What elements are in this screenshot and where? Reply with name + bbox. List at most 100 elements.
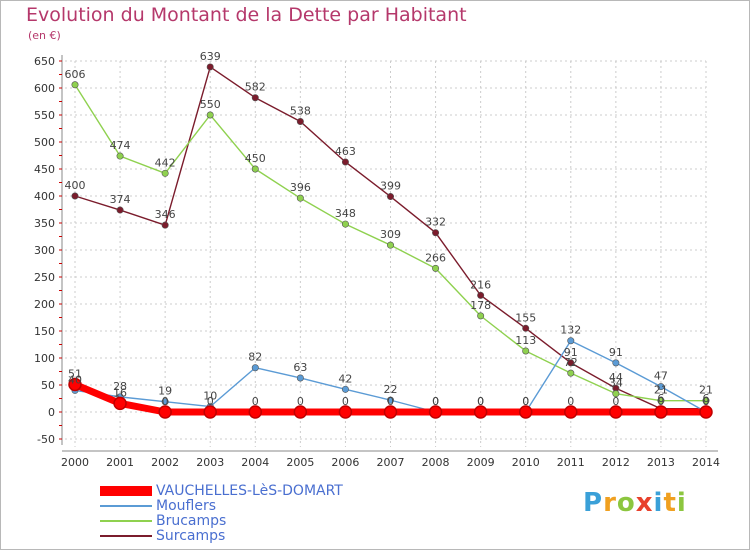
y-tick-label: 500 xyxy=(34,136,55,149)
legend-label: Brucamps xyxy=(156,513,227,529)
data-point-3 xyxy=(386,193,394,201)
data-label: 0 xyxy=(387,395,394,408)
data-label: 132 xyxy=(560,324,581,337)
data-label: 0 xyxy=(162,395,169,408)
data-label: 21 xyxy=(654,384,668,397)
data-point-3 xyxy=(432,229,440,237)
data-point-0 xyxy=(699,405,713,419)
data-label: 639 xyxy=(200,50,221,63)
data-point-2 xyxy=(657,397,665,405)
data-point-0 xyxy=(564,405,578,419)
x-tick-label: 2003 xyxy=(196,456,224,469)
y-tick-label: 200 xyxy=(34,298,55,311)
data-label: 40 xyxy=(68,373,82,386)
legend-label: Surcamps xyxy=(156,528,226,544)
legend-label: VAUCHELLES-LèS-DOMART xyxy=(156,483,343,499)
y-tick-label: 100 xyxy=(34,352,55,365)
y-tick-label: 450 xyxy=(34,163,55,176)
data-label: 538 xyxy=(290,104,311,117)
x-tick-label: 2000 xyxy=(61,456,89,469)
y-tick-label: 300 xyxy=(34,244,55,257)
x-tick-label: 2011 xyxy=(557,456,585,469)
data-label: 266 xyxy=(425,251,446,264)
data-label: 346 xyxy=(155,208,176,221)
data-point-0 xyxy=(248,405,263,419)
data-label: 582 xyxy=(245,81,266,94)
data-point-1 xyxy=(251,364,259,372)
data-label: 51 xyxy=(68,367,82,380)
data-point-3 xyxy=(206,63,214,71)
chart-subtitle: (en €) xyxy=(28,29,61,42)
data-point-3 xyxy=(341,158,349,166)
data-point-2 xyxy=(341,220,349,228)
data-point-1 xyxy=(341,385,349,393)
data-point-2 xyxy=(612,390,620,398)
data-point-1 xyxy=(386,396,394,404)
data-label: 6 xyxy=(703,392,710,405)
data-point-1 xyxy=(657,383,665,391)
data-label: 0 xyxy=(252,395,259,408)
y-tick-label: 250 xyxy=(34,271,55,284)
data-label: 21 xyxy=(699,384,713,397)
legend-swatch xyxy=(100,535,152,537)
y-tick-label: 650 xyxy=(34,55,55,68)
data-point-2 xyxy=(296,194,304,202)
data-label: 113 xyxy=(515,334,536,347)
x-tick-label: 2004 xyxy=(241,456,269,469)
data-point-2 xyxy=(386,241,394,249)
data-label: 550 xyxy=(200,98,221,111)
data-label: 0 xyxy=(657,395,664,408)
data-label: 0 xyxy=(477,395,484,408)
data-point-2 xyxy=(251,165,259,173)
data-label: 0 xyxy=(477,395,484,408)
y-tick-label: 150 xyxy=(34,325,55,338)
legend-swatch xyxy=(100,520,152,522)
data-label: 396 xyxy=(290,181,311,194)
x-tick-label: 2009 xyxy=(467,456,495,469)
x-tick-label: 2007 xyxy=(377,456,405,469)
data-label: 0 xyxy=(522,395,529,408)
proxiti-logo: Proxiti xyxy=(583,488,687,518)
data-point-0 xyxy=(158,405,172,419)
data-point-2 xyxy=(567,369,575,377)
data-label: 0 xyxy=(342,395,349,408)
data-label: 155 xyxy=(515,311,536,324)
y-tick-label: -50 xyxy=(37,433,55,446)
x-tick-label: 2008 xyxy=(422,456,450,469)
data-point-3 xyxy=(296,117,304,125)
data-label: 309 xyxy=(380,228,401,241)
data-point-2 xyxy=(71,81,79,89)
logo-letter: o xyxy=(616,488,636,518)
x-tick-label: 2005 xyxy=(286,456,314,469)
data-point-2 xyxy=(161,169,169,177)
y-tick-label: 0 xyxy=(48,406,55,419)
data-point-3 xyxy=(71,192,79,200)
data-label: 82 xyxy=(248,351,262,364)
data-label: 0 xyxy=(703,395,710,408)
data-label: 6 xyxy=(657,392,664,405)
logo-letter: i xyxy=(676,488,687,518)
data-label: 10 xyxy=(203,390,217,403)
logo-letter: i xyxy=(653,488,664,518)
data-label: 28 xyxy=(113,380,127,393)
data-point-0 xyxy=(473,405,488,419)
data-label: 348 xyxy=(335,207,356,220)
y-tick-label: 550 xyxy=(34,109,55,122)
data-label: 374 xyxy=(110,193,131,206)
data-label: 0 xyxy=(297,395,304,408)
data-label: 216 xyxy=(470,278,491,291)
legend-label: Mouflers xyxy=(156,498,216,514)
data-label: 0 xyxy=(207,395,214,408)
data-label: 178 xyxy=(470,299,491,312)
data-point-0 xyxy=(518,405,533,419)
legend-swatch xyxy=(100,486,152,496)
x-tick-label: 2002 xyxy=(151,456,179,469)
data-point-0 xyxy=(654,405,668,419)
data-label: 474 xyxy=(110,139,131,152)
data-point-2 xyxy=(522,347,530,355)
logo-letter: t xyxy=(663,488,677,518)
legend-swatch xyxy=(100,505,152,507)
data-label: 0 xyxy=(432,395,439,408)
